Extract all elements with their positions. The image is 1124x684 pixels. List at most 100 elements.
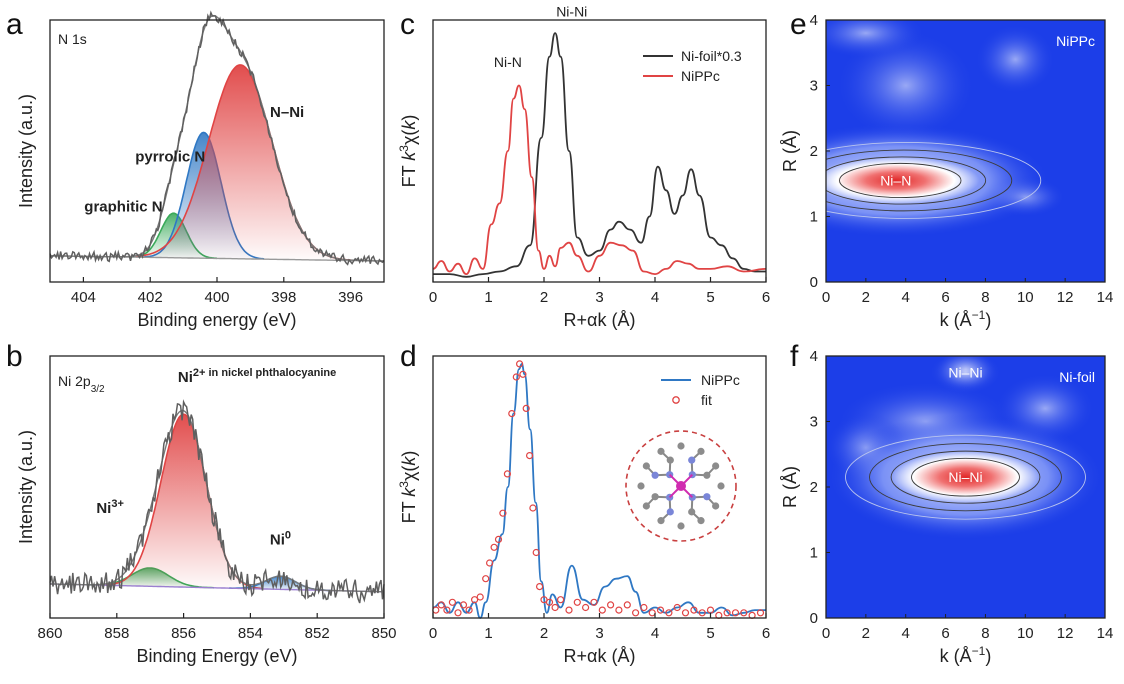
panel-d-fit-marker bbox=[459, 601, 468, 609]
panel-letter-b: b bbox=[6, 340, 23, 373]
molecule-carbon-atom bbox=[657, 517, 665, 525]
panel-d-fit-marker bbox=[529, 504, 537, 512]
panel-e-ylabel: R (Å) bbox=[780, 130, 800, 172]
molecule-carbon-atom bbox=[651, 493, 659, 501]
panel-f-hotspot-label: Ni–Ni bbox=[948, 469, 982, 485]
panel-d-fit-marker bbox=[471, 596, 479, 604]
panel-f-secondary-label: Ni–Ni bbox=[948, 364, 982, 380]
panel-d-fit-marker bbox=[606, 601, 615, 609]
panel-d-fit-marker bbox=[503, 470, 511, 478]
panel-a-xps-n1s: 404 402 400 398 396 Binding energy (eV) Intens… bbox=[16, 10, 385, 330]
panel-c-xtick-label: 4 bbox=[651, 289, 659, 306]
panel-b-peak-label-ni3plus: Ni3+ bbox=[96, 498, 124, 517]
panel-c-ylabel: FT k3χ(k) bbox=[397, 115, 419, 188]
panel-d-fit-marker bbox=[522, 404, 530, 412]
panel-d-fit-marker bbox=[525, 452, 534, 460]
panel-c-series-ni-foil bbox=[433, 32, 766, 278]
molecule-carbon-atom bbox=[677, 442, 685, 450]
panel-letter-c: c bbox=[400, 8, 415, 41]
panel-a-peak-fill-2 bbox=[130, 64, 351, 261]
panel-a-peak-label-n-ni: N–Ni bbox=[270, 104, 304, 121]
panel-d-ylabel: FT k3χ(k) bbox=[397, 451, 419, 524]
molecule-carbon-atom bbox=[677, 522, 685, 530]
panel-e-ytick-label: 3 bbox=[810, 78, 818, 95]
molecule-dashed-circle bbox=[625, 430, 737, 542]
panel-f-ytick-label: 0 bbox=[810, 610, 818, 627]
panel-b-xtick-label: 852 bbox=[305, 625, 330, 642]
panel-d-fit-marker bbox=[545, 598, 554, 606]
panel-d-fit-marker bbox=[499, 509, 507, 517]
panel-d-fit-marker bbox=[723, 609, 731, 617]
molecule-carbon-atom bbox=[688, 508, 696, 516]
panel-d-fit-marker bbox=[432, 606, 440, 614]
panel-b-xtick-label: 854 bbox=[238, 625, 263, 642]
panel-f-xtick-label: 6 bbox=[941, 625, 949, 642]
panel-d-fit-marker bbox=[740, 609, 748, 617]
molecule-carbon-atom bbox=[703, 471, 711, 479]
panel-b-xtick-label: 860 bbox=[37, 625, 62, 642]
panel-f-hotspot bbox=[891, 451, 1040, 504]
panel-d-fit-marker bbox=[690, 606, 698, 614]
panel-d-fit-marker bbox=[494, 535, 503, 544]
panel-b-peak-label-ni0: Ni0 bbox=[270, 530, 291, 549]
panel-letter-e: e bbox=[790, 8, 807, 41]
panel-d-xtick-label: 3 bbox=[595, 625, 603, 642]
panel-e-xtick-label: 14 bbox=[1097, 289, 1114, 306]
molecule-carbon-atom bbox=[712, 502, 720, 510]
molecule-carbon-atom bbox=[657, 447, 665, 455]
panel-b-title: Ni 2p3/2 bbox=[58, 373, 105, 395]
molecule-carbon-atom bbox=[642, 502, 650, 510]
panel-b-raw-data-line bbox=[49, 399, 385, 604]
panel-e-contour bbox=[839, 162, 962, 199]
panel-d-fit-marker bbox=[512, 373, 520, 381]
panel-f-sample-label: Ni-foil bbox=[1059, 369, 1095, 385]
panel-c-xtick-label: 1 bbox=[484, 289, 492, 306]
panel-b-peak-fill-1 bbox=[104, 414, 263, 589]
panel-d-fit-marker bbox=[573, 598, 581, 606]
panel-d-legend-label-nippc: NiPPc bbox=[701, 372, 740, 388]
panel-f-contour bbox=[911, 457, 1020, 497]
panel-f-xtick-label: 12 bbox=[1057, 625, 1074, 642]
molecule-carbon-atom bbox=[666, 456, 674, 464]
panel-d-fit-marker bbox=[590, 598, 598, 606]
panel-d-fit-marker bbox=[631, 609, 640, 617]
panel-d-fit-marker bbox=[540, 596, 548, 604]
panel-d-fit-marker bbox=[698, 609, 706, 617]
molecule-carbon-atom bbox=[712, 462, 720, 470]
panel-f-ylabel: R (Å) bbox=[780, 466, 800, 508]
panel-e-texture bbox=[826, 20, 926, 59]
panel-f-ytick-label: 1 bbox=[810, 545, 818, 562]
panel-b-peak-label-ni2plus: Ni2+ in nickel phthalocyanine bbox=[178, 367, 336, 386]
molecule-nitrogen-atom bbox=[703, 493, 711, 501]
panel-d-fit-marker bbox=[648, 609, 656, 617]
panel-f-xtick-label: 10 bbox=[1017, 625, 1034, 642]
panel-d-xtick-label: 2 bbox=[540, 625, 548, 642]
panel-d-fit-marker bbox=[565, 606, 573, 614]
molecule-carbon-atom bbox=[637, 482, 645, 490]
panel-letter-f: f bbox=[790, 340, 799, 373]
panel-e-xtick-label: 6 bbox=[941, 289, 949, 306]
panel-b-ylabel: Intensity (a.u.) bbox=[16, 430, 36, 544]
panel-f-xlabel: k (Å−1) bbox=[940, 644, 992, 666]
panel-f-contour bbox=[845, 434, 1086, 520]
panel-d-fit-marker bbox=[515, 360, 524, 368]
panel-d-fit-marker bbox=[482, 575, 490, 583]
panel-a-ylabel: Intensity (a.u.) bbox=[16, 94, 36, 208]
panel-d-series-nippc bbox=[432, 362, 766, 619]
panel-b-frame bbox=[49, 355, 385, 619]
panel-f-ytick-label: 2 bbox=[810, 479, 818, 496]
panel-d-fit-marker bbox=[598, 606, 606, 614]
panel-e-hotspot bbox=[826, 156, 980, 205]
panel-d-fit-marker bbox=[437, 601, 445, 609]
panel-a-xtick-label: 402 bbox=[138, 289, 163, 306]
panel-e-xtick-label: 10 bbox=[1017, 289, 1034, 306]
panel-f-xtick-label: 2 bbox=[862, 625, 870, 642]
panel-d-fit-marker bbox=[656, 606, 665, 614]
panel-c-xtick-label: 3 bbox=[595, 289, 603, 306]
panel-d-fit-marker bbox=[454, 609, 462, 617]
panel-a-raw-data-line bbox=[49, 10, 385, 266]
panel-c-xtick-label: 5 bbox=[706, 289, 714, 306]
panel-f-xtick-label: 8 bbox=[981, 625, 989, 642]
panel-c-legend-label: NiPPc bbox=[681, 68, 720, 84]
panel-e-ytick-label: 0 bbox=[810, 274, 818, 291]
